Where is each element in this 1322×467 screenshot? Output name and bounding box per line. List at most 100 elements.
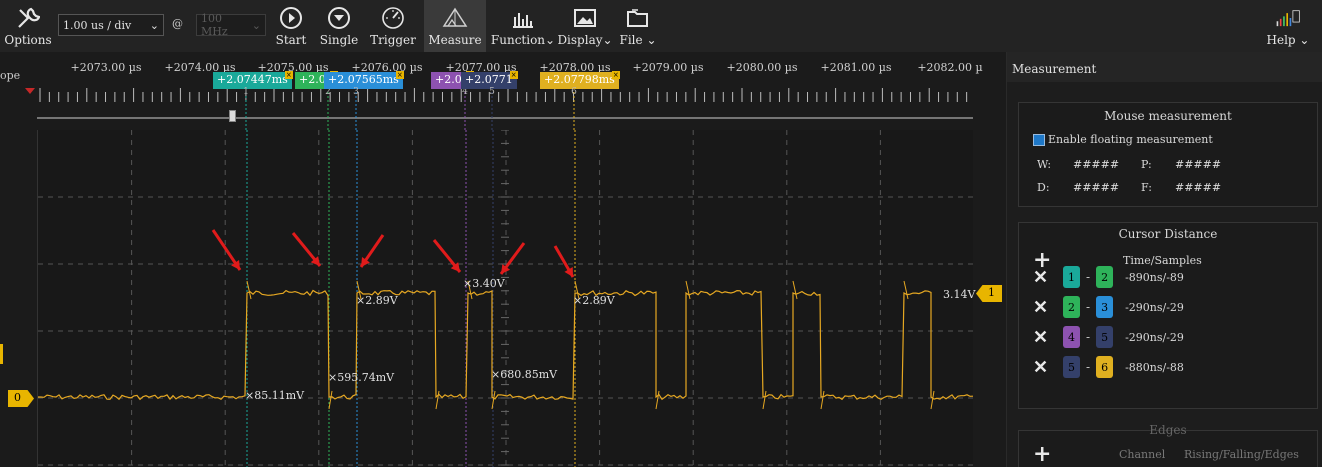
ringing-spike xyxy=(820,390,825,410)
chevron-down-icon: ⌄ xyxy=(149,18,159,32)
marker-x-icon: × xyxy=(463,277,473,290)
mouse-measurement-box: Mouse measurement Enable floating measur… xyxy=(1018,102,1318,207)
gauge-icon xyxy=(380,5,406,31)
ringing-spike xyxy=(903,280,909,300)
measurement-text: 2.89V xyxy=(582,294,615,307)
marker-x-icon: × xyxy=(573,294,583,307)
cursor-tag-3[interactable]: +2.07565ms × xyxy=(324,71,404,89)
options-label: Options xyxy=(4,33,52,47)
cursor-number: 2 xyxy=(325,87,331,97)
arrow-head xyxy=(231,260,240,270)
single-label: Single xyxy=(319,33,359,47)
separator: - xyxy=(1086,300,1091,314)
measurement-text: 85.11mV xyxy=(254,389,305,402)
wrench-icon xyxy=(15,5,41,31)
f-value: ##### xyxy=(1175,181,1222,194)
cursor-badge: 4 xyxy=(1063,326,1080,348)
close-icon[interactable]: × xyxy=(509,71,518,79)
channel-0-tag[interactable]: 0 xyxy=(8,390,34,407)
cursor-number: 6 xyxy=(571,87,577,97)
cursor-number: 5 xyxy=(489,87,495,97)
cursor-distance-row: ✕ 5-6 -880ns/-88 xyxy=(1033,355,1184,379)
cursor-distance-title: Cursor Distance xyxy=(1118,227,1218,241)
toolbar: Options 1.00 us / div ⌄ @ 100 MHz ⌄ Star… xyxy=(0,0,1322,52)
ruler-tick-label: +2082.00 µ xyxy=(917,61,983,74)
trigger-button[interactable]: Trigger xyxy=(370,0,416,52)
cursor-badge: 3 xyxy=(1096,296,1114,318)
w-value: ##### xyxy=(1073,158,1120,171)
marker-x-icon: × xyxy=(245,389,255,402)
cursor-tag-1[interactable]: +2.07447ms × xyxy=(213,71,293,89)
cursor-tag-5[interactable]: +2.0771 × xyxy=(461,71,518,89)
function-label: Function⌄ xyxy=(490,33,556,47)
single-capture-icon xyxy=(326,5,352,31)
ruler-tick-label: +2077.00 µs xyxy=(445,61,517,74)
ringing-spike xyxy=(685,280,691,300)
scroll-handle[interactable] xyxy=(229,110,236,122)
cursor-tag-6[interactable]: +2.07798ms × xyxy=(540,71,620,89)
ringing-spike xyxy=(467,280,473,300)
add-cursor-pair-icon[interactable]: + xyxy=(1033,247,1052,273)
w-label: W: xyxy=(1037,158,1052,171)
d-label: D: xyxy=(1037,181,1050,194)
remove-icon[interactable]: ✕ xyxy=(1033,266,1049,288)
close-icon[interactable]: × xyxy=(395,71,404,79)
options-button[interactable]: Options xyxy=(4,0,52,52)
f-label: F: xyxy=(1141,181,1152,194)
single-button[interactable]: Single xyxy=(320,0,358,52)
ruler-tick-label: +2074.00 µs xyxy=(164,61,236,74)
arrow-head xyxy=(310,256,320,266)
help-icon xyxy=(1275,5,1301,31)
measurement-text: 3.40V xyxy=(472,277,505,290)
add-edge-icon[interactable]: + xyxy=(1033,441,1052,467)
cursor-distance-row: ✕ 4-5 -290ns/-29 xyxy=(1033,325,1184,349)
signal-trace xyxy=(38,289,974,401)
cursor-time-label: +2.07798ms xyxy=(544,73,615,86)
measurement-value: ×595.74mV xyxy=(328,371,394,384)
help-menu[interactable]: Help ⌄ xyxy=(1267,0,1309,52)
p-value: ##### xyxy=(1175,158,1222,171)
cursor-badge: 1 xyxy=(1063,266,1080,288)
close-icon[interactable]: × xyxy=(284,71,293,79)
measure-button[interactable]: Measure xyxy=(424,0,486,52)
start-button[interactable]: Start xyxy=(274,0,308,52)
waveform-svg xyxy=(38,130,974,467)
arrow-head xyxy=(501,264,511,274)
ringing-spike xyxy=(246,280,252,300)
channel-marker xyxy=(0,345,3,363)
cursor-number: 3 xyxy=(353,87,359,97)
ruler-tick-label: +2078.00 µs xyxy=(539,61,611,74)
file-menu[interactable]: File ⌄ xyxy=(620,0,657,52)
remove-icon[interactable]: ✕ xyxy=(1033,356,1049,378)
measurement-text: 595.74mV xyxy=(337,371,395,384)
remove-icon[interactable]: ✕ xyxy=(1033,296,1049,318)
start-label: Start xyxy=(275,33,307,47)
cursor-badge: 2 xyxy=(1096,266,1114,288)
sample-rate-select[interactable]: 100 MHz ⌄ xyxy=(196,12,266,38)
arrow-head xyxy=(361,257,370,267)
play-icon xyxy=(278,5,304,31)
arrow-head xyxy=(564,267,573,277)
ringing-spike xyxy=(356,280,362,300)
trigger-label: Trigger xyxy=(370,33,416,47)
ringing-spike xyxy=(328,390,333,410)
ringing-spike xyxy=(435,390,440,410)
time-ruler[interactable]: +2073.00 µs +2074.00 µs +2075.00 µs +2076.0… xyxy=(37,52,983,130)
time-samples-header: Time/Samples xyxy=(1123,254,1202,267)
distance-value: -890ns/-89 xyxy=(1125,270,1184,284)
edges-title: Edges xyxy=(1149,423,1187,437)
separator: - xyxy=(1086,270,1091,284)
time-div-select[interactable]: 1.00 us / div ⌄ xyxy=(58,14,164,36)
function-menu[interactable]: Function⌄ xyxy=(491,0,555,52)
enable-floating-row[interactable]: Enable floating measurement xyxy=(1033,133,1213,146)
ruler-tick-label: +2079.00 µs xyxy=(632,61,704,74)
ringing-spike xyxy=(491,390,496,410)
display-menu[interactable]: Display⌄ xyxy=(557,0,613,52)
enable-floating-checkbox[interactable] xyxy=(1033,133,1045,146)
close-icon[interactable]: × xyxy=(611,71,620,79)
channel-1-tag[interactable]: 1 xyxy=(976,285,1002,302)
marker-x-icon: × xyxy=(356,294,366,307)
remove-icon[interactable]: ✕ xyxy=(1033,326,1049,348)
waveform-plot[interactable]: ×85.11mV ×595.74mV ×2.89V ×3.40V ×680.85mV ×2… xyxy=(37,130,974,467)
scope-label: ope xyxy=(0,69,21,82)
